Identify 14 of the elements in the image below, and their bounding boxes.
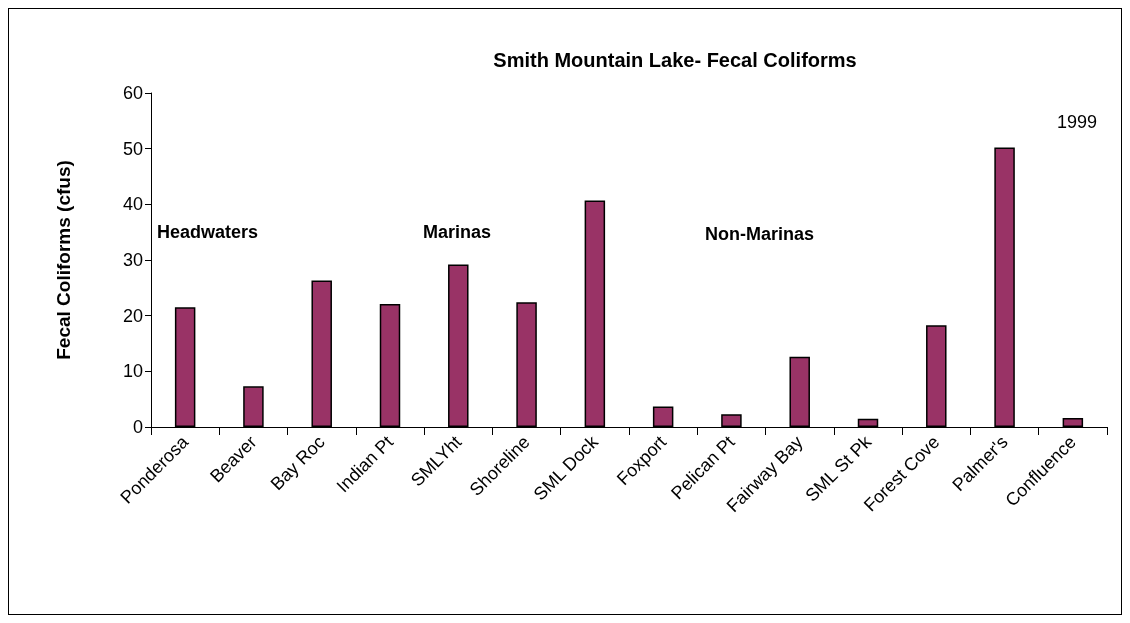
y-tick-label: 10 [122, 361, 143, 382]
y-tick-label: 0 [132, 417, 143, 437]
y-tick-label: 50 [122, 138, 143, 159]
chart-title: Smith Mountain Lake- Fecal Coliforms [493, 49, 857, 71]
annotation: Headwaters [157, 222, 259, 242]
y-tick-label: 30 [122, 250, 143, 270]
annotation: Marinas [423, 222, 492, 242]
x-tick-label: Bay Roc [266, 431, 329, 495]
annotation: 1999 [1057, 112, 1098, 132]
annotation: Non-Marinas [705, 224, 815, 244]
y-axis-title: Fecal Coliforms (cfus) [53, 160, 74, 360]
y-tick-label: 20 [122, 305, 143, 326]
y-tick-label: 60 [122, 83, 143, 103]
y-tick-label: 40 [122, 194, 143, 215]
